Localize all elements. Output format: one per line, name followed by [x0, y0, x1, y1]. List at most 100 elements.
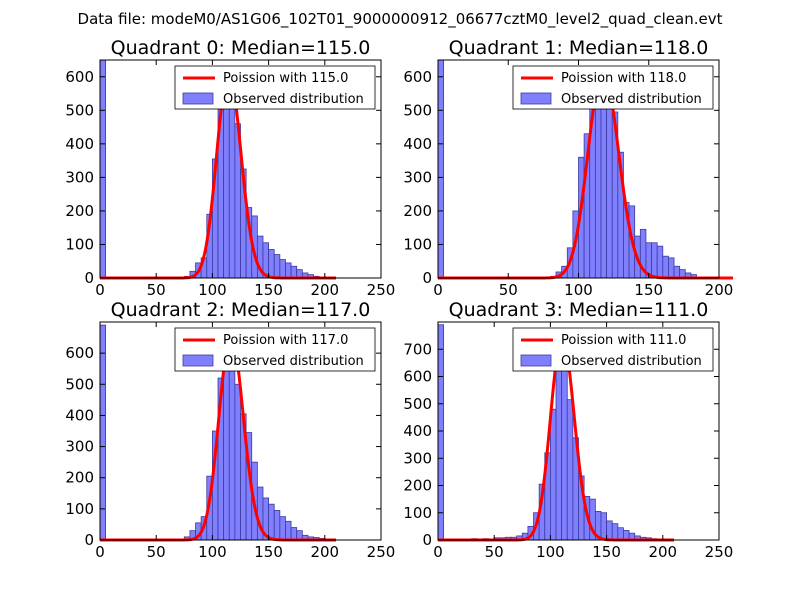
x-tick-label: 0 [433, 281, 443, 299]
x-tick-label: 200 [310, 543, 339, 561]
histogram-bar [223, 351, 230, 541]
legend-bar-swatch [520, 92, 552, 105]
x-tick-label: 50 [147, 543, 166, 561]
x-tick-label: 150 [592, 543, 621, 561]
legend-label-poisson: Poission with 118.0 [561, 71, 686, 86]
histogram-bar [550, 408, 557, 541]
y-tick-label: 0 [84, 531, 94, 549]
x-tick-label: 0 [433, 543, 443, 561]
x-tick-label: 0 [95, 281, 105, 299]
histogram-bar [268, 249, 275, 279]
x-tick-label: 50 [147, 281, 166, 299]
legend-bar-swatch [182, 92, 214, 105]
legend: Poission with 111.0 Observed distribution [512, 327, 714, 372]
y-tick-label: 200 [403, 202, 432, 220]
histogram-bar [279, 516, 286, 541]
x-tick-label: 100 [536, 543, 565, 561]
y-tick-label: 100 [403, 504, 432, 522]
histogram-bar [561, 346, 568, 541]
x-tick-label: 250 [367, 281, 396, 299]
x-tick-label: 150 [254, 543, 283, 561]
histogram-bar [611, 523, 619, 541]
x-tick-label: 150 [254, 281, 283, 299]
quadrant-title: Quadrant 1: Median=118.0 [449, 37, 709, 59]
histogram-bar [566, 399, 574, 541]
legend-bar-swatch [520, 354, 552, 367]
y-tick-label: 200 [403, 477, 432, 495]
x-tick-label: 100 [564, 281, 593, 299]
legend-bar-swatch [182, 354, 214, 367]
histogram-bar [268, 503, 275, 541]
histogram-bar [662, 255, 669, 279]
x-tick-label: 200 [648, 543, 677, 561]
legend-label-observed: Observed distribution [561, 354, 702, 369]
histogram-bar [673, 265, 681, 279]
axes-frame [99, 321, 382, 541]
y-tick-label: 300 [65, 168, 94, 186]
histogram-bar [606, 101, 613, 279]
figure-suptitle: Data file: modeM0/AS1G06_102T01_90000009… [78, 10, 723, 29]
histogram-bar [273, 510, 281, 541]
x-tick-label: 200 [705, 281, 734, 299]
histogram-bar [668, 257, 675, 279]
quadrant-3-chart: 0 50 100 150 200 250 0 100 200 300 400 500 600 700 Qua… [403, 299, 733, 561]
quadrant-1-chart: 0 50 100 150 200 0 100 200 300 400 500 600 Quadrant … [403, 37, 733, 299]
x-tick-label: 150 [634, 281, 663, 299]
legend-label-observed: Observed distribution [223, 92, 364, 107]
y-tick-label: 600 [403, 68, 432, 86]
y-tick-label: 300 [403, 168, 432, 186]
y-tick-label: 400 [403, 422, 432, 440]
quadrant-0-chart: 0 50 100 150 200 250 0 100 200 300 400 500 600 Quadra… [65, 37, 395, 299]
x-tick-label: 250 [705, 543, 734, 561]
x-tick-label: 50 [485, 543, 504, 561]
x-tick-label: 200 [310, 281, 339, 299]
x-tick-label: 50 [499, 281, 518, 299]
histogram-bar [290, 265, 298, 279]
x-tick-label: 100 [198, 281, 227, 299]
legend-label-observed: Observed distribution [561, 92, 702, 107]
histogram-bar [234, 383, 241, 541]
y-tick-label: 400 [403, 135, 432, 153]
histogram-bar [279, 259, 286, 279]
y-tick-label: 600 [65, 68, 94, 86]
histogram-bar [555, 354, 563, 541]
histogram-bar [290, 527, 298, 541]
histogram-bar [651, 242, 658, 279]
y-tick-label: 100 [65, 500, 94, 518]
histogram-bar [285, 262, 292, 279]
y-tick-label: 0 [422, 269, 432, 287]
y-tick-label: 200 [65, 469, 94, 487]
histogram-bar [228, 346, 236, 541]
histogram-bar [600, 512, 607, 541]
quadrant-2-chart: 0 50 100 150 200 250 0 100 200 300 400 500 600 Quadra… [65, 299, 395, 561]
quadrant-title: Quadrant 2: Median=117.0 [111, 299, 371, 321]
y-tick-label: 500 [403, 395, 432, 413]
y-tick-label: 500 [65, 375, 94, 393]
y-tick-label: 400 [65, 135, 94, 153]
legend-label-poisson: Poission with 115.0 [223, 71, 348, 86]
y-tick-label: 300 [65, 438, 94, 456]
y-tick-label: 500 [65, 101, 94, 119]
y-tick-label: 400 [65, 406, 94, 424]
y-tick-label: 0 [422, 531, 432, 549]
histogram-bar [617, 527, 624, 541]
y-tick-label: 100 [65, 235, 94, 253]
axes-frame [99, 59, 382, 279]
legend-label-observed: Observed distribution [223, 354, 364, 369]
y-tick-label: 200 [65, 202, 94, 220]
histogram-bar [273, 254, 281, 279]
histogram-bar [656, 245, 664, 279]
histogram-bar [99, 59, 107, 279]
y-tick-label: 700 [403, 340, 432, 358]
y-tick-label: 100 [403, 235, 432, 253]
x-tick-label: 0 [95, 543, 105, 561]
histogram-bar [437, 59, 445, 279]
y-tick-label: 500 [403, 101, 432, 119]
histogram-bar [437, 324, 445, 541]
legend-label-poisson: Poission with 111.0 [561, 333, 686, 348]
histogram-bar [99, 324, 107, 541]
legend-label-poisson: Poission with 117.0 [223, 333, 348, 348]
legend: Poission with 115.0 Observed distribution [174, 65, 376, 110]
y-tick-label: 600 [65, 344, 94, 362]
